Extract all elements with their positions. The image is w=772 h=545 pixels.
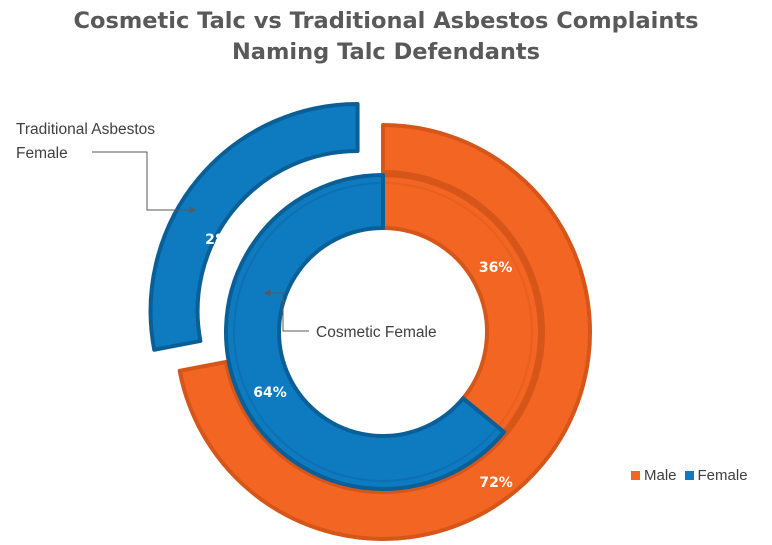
chart-title-line-1: Cosmetic Talc vs Traditional Asbestos Co…	[73, 8, 699, 34]
legend-label-female: Female	[697, 467, 748, 484]
label-outer-male: 72%	[479, 475, 513, 491]
inner-slice-female	[224, 173, 506, 491]
outer-slice-male	[177, 123, 592, 541]
label-inner-female: 64%	[253, 385, 287, 401]
annotations: Traditional Asbestos Female Cosmetic Fem…	[16, 121, 437, 341]
annotation-leader-traditional-female	[92, 151, 197, 214]
annotation-traditional-female-line-2: Female	[16, 145, 68, 162]
inner-slice-female-rim	[233, 182, 497, 483]
label-inner-male: 36%	[479, 260, 513, 276]
annotation-leader-cosmetic-female	[263, 289, 309, 332]
legend-item-male: Male	[631, 467, 677, 484]
inner-slice-male	[381, 173, 542, 435]
annotation-cosmetic-female: Cosmetic Female	[316, 324, 437, 341]
legend-item-female: Female	[684, 467, 748, 484]
inner-ring-cosmetic	[224, 173, 542, 491]
annotation-traditional-female-line-1: Traditional Asbestos	[16, 121, 155, 138]
outer-ring-traditional-asbestos	[148, 101, 592, 541]
outer-slice-female	[148, 101, 360, 352]
legend-swatch-male	[631, 471, 640, 480]
chart-title-line-2: Naming Talc Defendants	[231, 39, 541, 65]
data-labels: 72% 28% 36% 64%	[205, 232, 513, 491]
legend-label-male: Male	[644, 467, 677, 484]
legend: Male Female	[631, 467, 756, 484]
chart-title: Cosmetic Talc vs Traditional Asbestos Co…	[0, 6, 772, 68]
legend-swatch-female	[684, 471, 694, 480]
label-outer-female: 28%	[205, 232, 239, 248]
